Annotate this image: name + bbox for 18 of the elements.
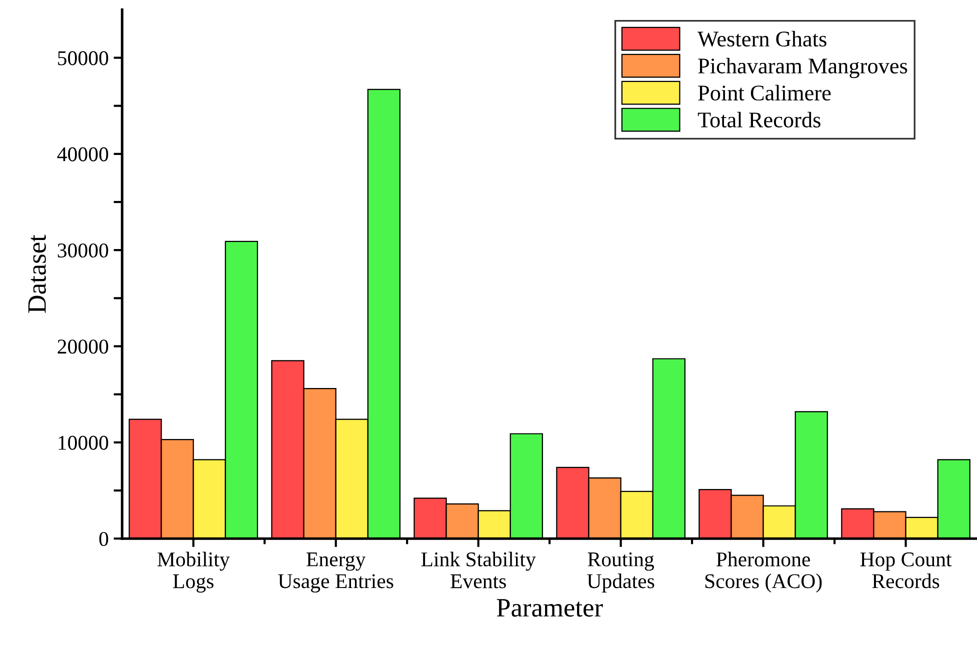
legend-label: Point Calimere bbox=[698, 84, 831, 101]
y-tick-label: 0 bbox=[99, 532, 108, 546]
y-tick-label: 40000 bbox=[57, 147, 108, 162]
x-tick-label: Pheromone Scores (ACO) bbox=[705, 552, 822, 592]
x-tick-label: Hop Count Records bbox=[860, 552, 952, 588]
x-tick-label: Routing Updates bbox=[587, 552, 654, 592]
x-axis-title: Parameter bbox=[496, 599, 603, 617]
y-tick-label: 20000 bbox=[58, 340, 108, 354]
legend-label: Western Ghats bbox=[698, 30, 826, 47]
y-tick-label: 10000 bbox=[58, 436, 108, 450]
x-tick-label: Link Stability Events bbox=[421, 552, 536, 588]
legend-label: Total Records bbox=[698, 112, 820, 128]
x-tick-label: Energy Usage Entries bbox=[278, 552, 394, 593]
y-axis-title: Dataset bbox=[28, 234, 46, 313]
x-tick-label: Mobility Logs bbox=[158, 552, 230, 593]
y-tick-label: 30000 bbox=[58, 243, 108, 258]
legend-label: Pichavaram Mangroves bbox=[698, 58, 908, 78]
y-tick-label: 50000 bbox=[58, 51, 108, 66]
